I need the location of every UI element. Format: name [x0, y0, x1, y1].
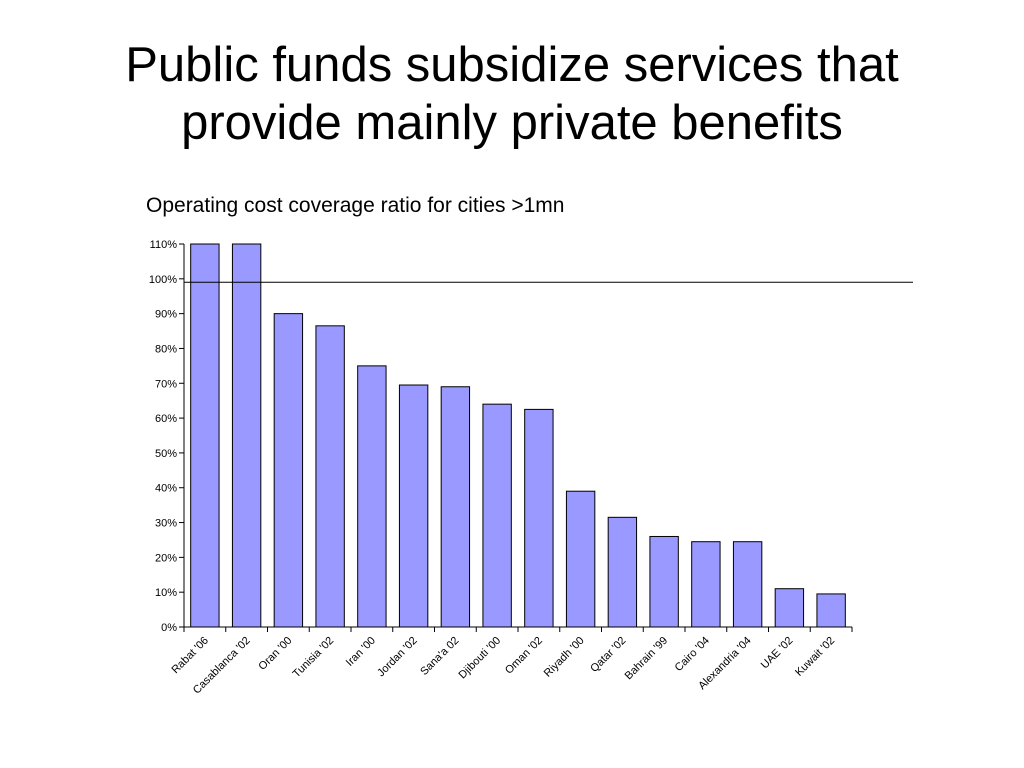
y-tick-label: 60% — [155, 413, 177, 425]
bar — [524, 408, 554, 628]
bar — [273, 313, 304, 628]
y-tick-label: 20% — [155, 552, 177, 564]
bar — [398, 384, 429, 628]
x-tick-label: Oran '00 — [256, 635, 294, 673]
bar — [691, 541, 721, 628]
y-tick-label: 10% — [155, 587, 177, 599]
y-tick-label: 30% — [155, 518, 177, 530]
y-tick-label: 40% — [155, 483, 177, 495]
x-tick-label: Rabat '06 — [169, 635, 211, 677]
y-tick-label: 50% — [155, 448, 177, 460]
x-tick-label: Jordan '02 — [375, 635, 420, 680]
bar — [774, 588, 805, 628]
bar — [440, 386, 471, 628]
x-tick-label: Sana'a 02 — [418, 635, 461, 678]
bars — [190, 243, 846, 628]
y-tick-label: 80% — [155, 343, 177, 355]
y-axis: 0% 10% 20% 30% 40% 50% 60% 70% 80% 90% 100% 110% — [149, 239, 185, 634]
bar — [315, 325, 345, 628]
x-tick-label: Qatar '02 — [588, 635, 628, 675]
slide-title-line-1: Public funds subsidize services that — [125, 38, 899, 92]
y-tick-label: 110% — [150, 239, 178, 251]
y-tick-label: 70% — [155, 378, 177, 390]
y-tick-label: 90% — [155, 309, 177, 321]
x-tick-label: Kuwait '02 — [793, 635, 837, 679]
bar — [231, 243, 262, 628]
bar — [649, 535, 679, 628]
x-tick-label: Oman '02 — [503, 635, 545, 677]
slide-title-line-2: provide mainly private benefits — [181, 96, 843, 150]
bar — [565, 490, 596, 628]
bar — [482, 403, 512, 628]
slide-title: Public funds subsidize services that pro… — [0, 36, 1024, 152]
chart-title: Operating cost coverage ratio for cities… — [146, 194, 565, 217]
x-tick-label: Djibouti '00 — [457, 635, 504, 682]
bar — [357, 365, 387, 628]
y-tick-label: 0% — [161, 622, 177, 634]
x-tick-label: Tunisia '02 — [291, 635, 337, 681]
x-tick-label: Bahrain '99 — [623, 635, 671, 683]
bar — [190, 243, 220, 628]
y-tick-label: 100% — [149, 274, 177, 286]
bar — [607, 516, 638, 628]
x-tick-label: Iran '00 — [344, 635, 378, 669]
bar — [816, 593, 846, 628]
x-tick-label: Riyadh '00 — [542, 635, 587, 680]
x-tick-label: UAE '02 — [759, 635, 796, 672]
bar — [732, 541, 763, 628]
x-tick-label: Cairo '04 — [673, 635, 712, 674]
